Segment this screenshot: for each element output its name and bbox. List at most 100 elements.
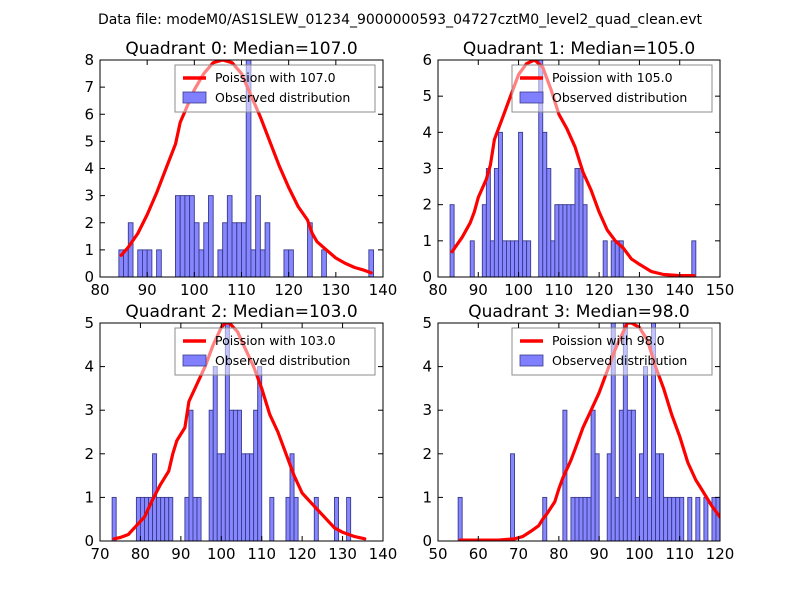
- histogram-bar: [675, 496, 681, 541]
- histogram-bar: [586, 496, 592, 541]
- histogram-bar: [334, 496, 339, 541]
- histogram-bar: [285, 496, 291, 541]
- x-tick-label: 60: [469, 545, 488, 563]
- histogram-bar: [222, 222, 228, 277]
- histogram-bar: [594, 453, 600, 541]
- histogram-bar: [574, 168, 580, 277]
- legend-label-poisson: Poission with 105.0: [552, 70, 673, 85]
- subplot-grid: Quadrant 0: Median=107.0 Poission with 10…: [84, 39, 734, 563]
- legend-label-poisson: Poission with 98.0: [552, 333, 665, 348]
- histogram-bar: [156, 249, 162, 277]
- histogram-bar: [655, 453, 661, 541]
- x-tick-label: 130: [328, 545, 357, 563]
- y-tick-label: 5: [84, 132, 94, 150]
- legend-frame: [511, 327, 713, 376]
- histogram-bar: [497, 131, 503, 277]
- histogram-bar: [193, 222, 200, 277]
- histogram-bar: [667, 496, 673, 541]
- y-tick-label: 0: [84, 532, 94, 550]
- histogram-bar: [208, 409, 214, 541]
- y-tick-label: 1: [84, 241, 94, 259]
- y-tick-label: 7: [84, 78, 94, 96]
- x-tick-label: 80: [131, 545, 150, 563]
- x-tick-label: 80: [428, 281, 447, 299]
- y-tick-label: 2: [422, 196, 432, 214]
- histogram-bar: [614, 240, 620, 277]
- y-tick-label: 4: [422, 123, 432, 141]
- histogram-bar: [578, 168, 584, 277]
- x-tick-label: 140: [369, 281, 398, 299]
- histogram-bar: [293, 496, 299, 541]
- x-tick-label: 120: [288, 545, 317, 563]
- histogram-bar: [522, 240, 528, 277]
- x-tick-label: 130: [322, 281, 351, 299]
- histogram-bar: [188, 409, 194, 541]
- histogram-bar: [630, 409, 636, 541]
- histogram-bar: [502, 240, 507, 277]
- legend-label-observed: Observed distribution: [215, 90, 350, 105]
- plot-area: [457, 323, 720, 541]
- y-tick-label: 4: [84, 160, 94, 178]
- histogram-bar: [226, 195, 233, 277]
- histogram-bar: [489, 240, 495, 277]
- y-tick-label: 3: [84, 187, 94, 205]
- legend-frame: [174, 327, 376, 376]
- poisson-curve: [112, 323, 367, 541]
- x-tick-label: 80: [90, 281, 109, 299]
- histogram-bar: [237, 409, 242, 541]
- subplot-title: Quadrant 2: Median=103.0: [125, 302, 357, 322]
- histogram-bar: [711, 496, 717, 541]
- legend-bar-swatch: [182, 354, 207, 367]
- legend-bar-swatch: [519, 354, 544, 367]
- x-tick-label: 90: [469, 281, 488, 299]
- histogram-bar: [550, 240, 556, 277]
- histogram-bar: [253, 409, 259, 541]
- subplot-title: Quadrant 1: Median=105.0: [463, 39, 695, 59]
- histogram-bar: [232, 409, 238, 541]
- histogram-bar: [264, 222, 271, 277]
- histogram-bar: [526, 240, 532, 277]
- histogram-bar: [715, 496, 720, 541]
- y-tick-label: 5: [422, 314, 432, 332]
- histogram-bar: [368, 249, 375, 277]
- histogram-bar: [691, 240, 697, 277]
- histogram-bar: [610, 323, 616, 541]
- y-tick-label: 0: [84, 268, 94, 286]
- x-tick-label: 120: [706, 545, 735, 563]
- y-tick-label: 1: [422, 488, 432, 506]
- legend-label-poisson: Poission with 107.0: [215, 70, 336, 85]
- histogram-bar: [590, 409, 596, 541]
- histogram-bar: [168, 496, 174, 541]
- legend-frame: [174, 64, 376, 113]
- histogram-bar: [179, 195, 186, 277]
- histogram-bar: [703, 496, 709, 541]
- y-tick-label: 6: [422, 51, 432, 69]
- legend-bar-swatch: [182, 91, 207, 104]
- histogram-bar: [250, 249, 257, 277]
- histogram-bar: [249, 453, 255, 541]
- histogram-bar: [510, 240, 515, 277]
- histogram-bar: [542, 131, 548, 277]
- x-tick-label: 110: [665, 545, 694, 563]
- y-tick-label: 3: [422, 160, 432, 178]
- histogram-bar: [610, 240, 616, 277]
- histogram-bar: [643, 366, 648, 541]
- x-tick-label: 90: [171, 545, 190, 563]
- histogram-bar: [141, 249, 148, 277]
- histogram-bar: [582, 496, 588, 541]
- histogram-bar: [269, 496, 275, 541]
- histogram-bar: [160, 496, 166, 541]
- x-tick-label: 130: [625, 281, 654, 299]
- histogram-bar: [241, 453, 246, 541]
- histogram-bar: [651, 323, 656, 541]
- y-tick-label: 5: [84, 314, 94, 332]
- histogram-bar: [514, 240, 520, 277]
- histogram-bar: [554, 204, 560, 277]
- x-tick-label: 70: [90, 545, 109, 563]
- histogram-bar: [288, 249, 294, 277]
- histogram-bar: [196, 496, 202, 541]
- x-tick-label: 120: [585, 281, 614, 299]
- histogram-bar: [606, 453, 612, 541]
- legend: Poission with 107.0 Observed distribution: [174, 64, 376, 113]
- x-tick-label: 110: [247, 545, 276, 563]
